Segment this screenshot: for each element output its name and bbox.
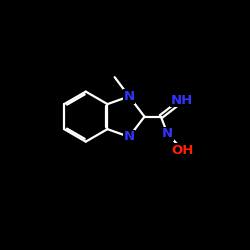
Text: N: N — [124, 130, 135, 143]
Text: NH: NH — [171, 94, 193, 107]
Text: OH: OH — [172, 144, 194, 157]
Text: N: N — [124, 90, 135, 103]
Text: N: N — [162, 128, 173, 140]
